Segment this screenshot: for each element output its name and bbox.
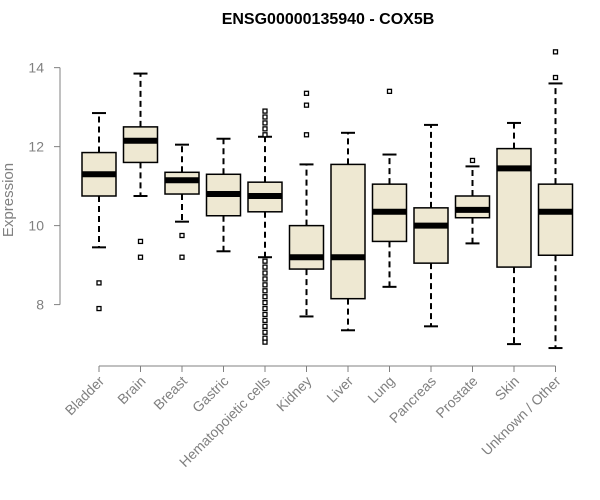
outlier-point xyxy=(262,108,268,114)
box-iqr xyxy=(537,183,574,256)
outlier-point xyxy=(262,339,268,345)
outlier-point xyxy=(262,264,268,270)
x-tick-label: Breast xyxy=(150,373,190,413)
y-tick-label: 8 xyxy=(36,297,44,313)
outlier-point xyxy=(262,329,268,335)
box-group xyxy=(288,90,325,318)
outlier-point xyxy=(137,238,144,245)
box-group xyxy=(164,143,200,260)
box-iqr xyxy=(413,207,449,264)
outlier-point xyxy=(552,74,559,81)
box-group xyxy=(330,131,366,332)
y-tick-label: 14 xyxy=(28,60,44,76)
outlier-point xyxy=(262,276,268,282)
x-tick-label: Brain xyxy=(114,373,148,407)
outlier-point xyxy=(386,88,393,94)
outlier-point xyxy=(262,288,268,294)
box-group xyxy=(122,72,159,260)
box-iqr xyxy=(288,224,325,270)
box-group xyxy=(205,137,242,253)
box-group xyxy=(496,121,532,346)
outlier-point xyxy=(303,132,310,138)
outlier-point xyxy=(262,317,268,324)
box-group xyxy=(413,123,449,328)
x-tick-label: Kidney xyxy=(273,373,315,415)
box-group xyxy=(81,112,117,312)
y-tick-label: 10 xyxy=(28,218,44,234)
x-tick-label: Skin xyxy=(492,373,523,404)
outlier-point xyxy=(262,126,268,132)
y-tick-label: 12 xyxy=(28,139,44,155)
outlier-point xyxy=(469,157,476,164)
outlier-point xyxy=(303,102,310,108)
outlier-point xyxy=(96,305,102,312)
outlier-point xyxy=(137,254,144,260)
outlier-point xyxy=(262,258,268,264)
box-group xyxy=(537,49,574,350)
x-tick-label: Prostate xyxy=(432,373,480,421)
chart-title: ENSG00000135940 - COX5B xyxy=(222,11,435,28)
outlier-point xyxy=(262,323,268,329)
outlier-point xyxy=(303,90,310,96)
outlier-point xyxy=(552,49,559,55)
x-tick-label: Bladder xyxy=(62,373,108,419)
outlier-point xyxy=(262,120,268,126)
outlier-point xyxy=(96,280,102,286)
box-group xyxy=(247,108,283,345)
box-group xyxy=(371,88,408,288)
y-axis: 8 10 12 14 xyxy=(28,60,61,313)
outlier-point xyxy=(262,305,268,312)
boxes-layer xyxy=(81,49,574,350)
outlier-point xyxy=(262,132,268,138)
outlier-point xyxy=(262,294,268,300)
outlier-point xyxy=(262,311,268,318)
outlier-point xyxy=(262,299,268,306)
box-iqr xyxy=(330,163,366,300)
outlier-point xyxy=(179,232,185,239)
outlier-point xyxy=(179,254,185,260)
box-iqr xyxy=(122,126,159,164)
outlier-point xyxy=(262,282,268,288)
outlier-point xyxy=(262,114,268,120)
x-tick-label: Unknown / Other xyxy=(478,373,564,459)
x-tick-label: Liver xyxy=(323,373,356,406)
y-axis-label: Expression xyxy=(0,163,17,237)
box-group xyxy=(454,157,491,245)
outlier-point xyxy=(262,270,268,276)
x-tick-label: Lung xyxy=(364,373,397,406)
